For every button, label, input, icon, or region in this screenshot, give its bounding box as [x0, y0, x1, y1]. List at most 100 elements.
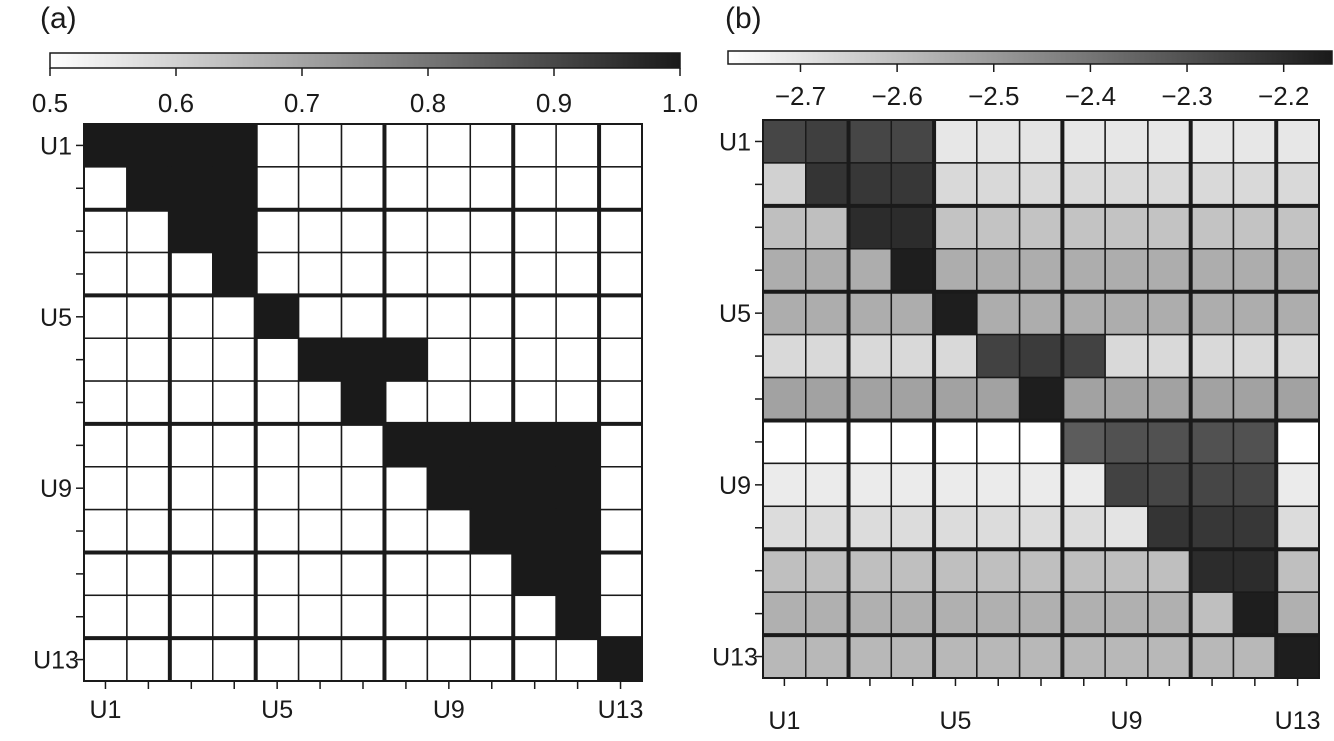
heatmap-cell-r1-c6 — [297, 123, 343, 168]
heatmap-cell-r2-c11 — [512, 166, 557, 211]
heatmap-cell-r12-c12 — [555, 594, 600, 639]
panel-label: (a) — [40, 2, 77, 35]
heatmap-cell-r3-c2 — [805, 205, 850, 250]
heatmap-cell-r6-c8 — [383, 337, 429, 382]
heatmap-cell-r9-c2 — [805, 462, 850, 508]
heatmap-cell-r11-c11 — [1189, 548, 1235, 593]
col-label: U9 — [1111, 707, 1143, 735]
heatmap-cell-r12-c10 — [1147, 591, 1192, 636]
heatmap-cell-r4-c5 — [254, 251, 300, 297]
heatmap-cell-r13-c7 — [340, 637, 386, 682]
heatmap-cell-r3-c4 — [212, 208, 257, 254]
heatmap-cell-r3-c7 — [340, 208, 386, 254]
heatmap-cell-r8-c3 — [169, 423, 214, 468]
heatmap-cell-r7-c6 — [976, 376, 1021, 422]
heatmap-cell-r5-c9 — [426, 294, 472, 339]
heatmap-cell-r6-c1 — [762, 333, 807, 379]
heatmap-cell-r5-c5 — [933, 290, 978, 336]
heatmap-cell-r10-c2 — [126, 508, 171, 554]
heatmap-cell-r9-c6 — [297, 466, 343, 511]
heatmap-cell-r2-c4 — [212, 166, 257, 211]
col-label: U9 — [433, 696, 465, 724]
heatmap-cell-r12-c3 — [169, 594, 214, 639]
row-label: U13 — [712, 644, 758, 672]
heatmap-cell-r2-c10 — [469, 166, 514, 211]
col-label: U13 — [1275, 707, 1321, 735]
heatmap-cell-r5-c13 — [1275, 290, 1320, 336]
heatmap-cell-r5-c4 — [890, 290, 935, 336]
heatmap-cell-r11-c8 — [1061, 548, 1106, 593]
heatmap-cell-r13-c10 — [469, 637, 514, 682]
heatmap-cell-r11-c2 — [126, 551, 171, 597]
heatmap-cell-r2-c1 — [762, 162, 807, 207]
heatmap-cell-r6-c2 — [805, 333, 850, 379]
heatmap-cell-r4-c11 — [512, 251, 557, 297]
colorbar-tick-label: −2.5 — [968, 81, 1019, 111]
heatmap-cell-r6-c13 — [598, 337, 643, 382]
heatmap-cell-r8-c10 — [469, 423, 514, 468]
heatmap-cell-r1-c7 — [1018, 119, 1064, 164]
heatmap-cell-r8-c3 — [847, 419, 893, 465]
heatmap-cell-r9-c11 — [512, 466, 557, 511]
heatmap-cell-r9-c12 — [555, 466, 600, 511]
heatmap-cell-r8-c4 — [212, 423, 257, 468]
heatmap-cell-r7-c13 — [1275, 376, 1320, 422]
heatmap-cell-r5-c13 — [598, 294, 643, 339]
heatmap-cell-r9-c7 — [340, 466, 386, 511]
heatmap-cell-r8-c12 — [555, 423, 600, 468]
heatmap-cell-r11-c8 — [383, 551, 429, 597]
heatmap-cell-r2-c1 — [83, 166, 128, 211]
heatmap-cell-r10-c11 — [1189, 505, 1235, 550]
heatmap-cell-r11-c12 — [555, 551, 600, 597]
heatmap-cell-r5-c9 — [1104, 290, 1149, 336]
heatmap-cells — [83, 123, 643, 682]
heatmap-cell-r11-c3 — [169, 551, 214, 597]
heatmap-cell-r13-c11 — [512, 637, 557, 682]
heatmap-cell-r7-c2 — [126, 380, 171, 425]
heatmap-cell-r2-c10 — [1147, 162, 1192, 207]
heatmap-cell-r11-c5 — [254, 551, 300, 597]
heatmap-cell-r6-c10 — [469, 337, 514, 382]
heatmap-cell-r2-c6 — [976, 162, 1021, 207]
heatmap-cell-r10-c8 — [1061, 505, 1106, 550]
heatmap-cell-r8-c1 — [83, 423, 128, 468]
heatmap-cell-r7-c7 — [1018, 376, 1064, 422]
heatmap-cell-r3-c9 — [1104, 205, 1149, 250]
heatmap-cell-r7-c5 — [254, 380, 300, 425]
heatmap-cell-r11-c1 — [762, 548, 807, 593]
heatmap-cell-r5-c11 — [1189, 290, 1235, 336]
heatmap-cell-r6-c8 — [1061, 333, 1106, 379]
heatmap-cell-r6-c6 — [976, 333, 1021, 379]
heatmap-cell-r2-c8 — [1061, 162, 1106, 207]
colorbar-tick-label: 0.8 — [410, 88, 446, 118]
heatmap-cell-r2-c8 — [383, 166, 429, 211]
heatmap-cell-r9-c2 — [126, 466, 171, 511]
heatmap-cell-r3-c8 — [383, 208, 429, 254]
heatmap-cell-r8-c4 — [890, 419, 935, 465]
heatmap-cell-r7-c1 — [762, 376, 807, 422]
heatmap-cell-r13-c4 — [890, 634, 935, 679]
heatmap-cell-r8-c8 — [1061, 419, 1106, 465]
heatmap-cell-r13-c12 — [555, 637, 600, 682]
heatmap-cell-r5-c8 — [1061, 290, 1106, 336]
heatmap-cell-r3-c1 — [83, 208, 128, 254]
heatmap-cell-r1-c13 — [1275, 119, 1320, 164]
heatmap-cell-r6-c4 — [890, 333, 935, 379]
heatmap-cell-r3-c4 — [890, 205, 935, 250]
heatmap-cell-r6-c7 — [340, 337, 386, 382]
heatmap-cell-r5-c3 — [169, 294, 214, 339]
colorbar-tick-label: −2.3 — [1161, 81, 1212, 111]
heatmap-cell-r10-c4 — [890, 505, 935, 550]
heatmap-cell-r11-c10 — [1147, 548, 1192, 593]
heatmap-cell-r12-c3 — [847, 591, 893, 636]
heatmap-cell-r6-c1 — [83, 337, 128, 382]
heatmap-cell-r4-c12 — [555, 251, 600, 297]
heatmap-cell-r5-c6 — [297, 294, 343, 339]
heatmap-cell-r4-c3 — [169, 251, 214, 297]
heatmap-cell-r5-c1 — [83, 294, 128, 339]
heatmap-cell-r11-c6 — [976, 548, 1021, 593]
heatmap-cell-r12-c1 — [762, 591, 807, 636]
heatmap-cell-r6-c11 — [1189, 333, 1235, 379]
heatmap-cell-r12-c6 — [976, 591, 1021, 636]
col-label: U1 — [768, 707, 800, 735]
